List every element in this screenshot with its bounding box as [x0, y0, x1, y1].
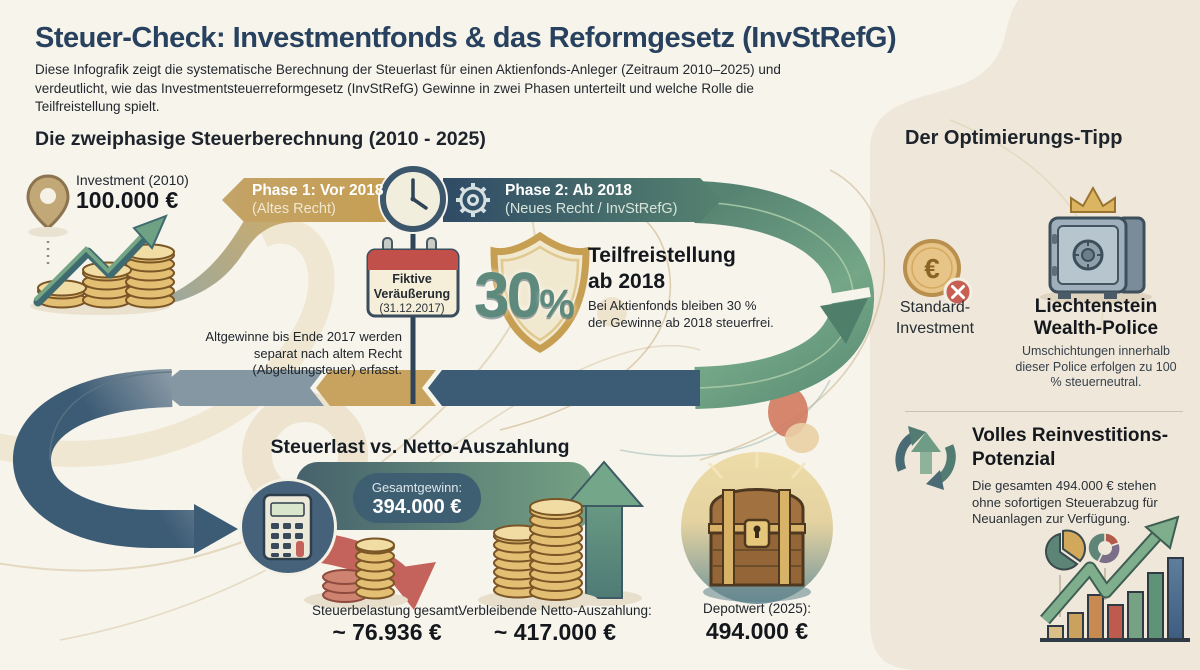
calculator-icon	[239, 478, 337, 576]
depot-label: Depotwert (2025):	[702, 601, 812, 616]
treasure-chest-icon	[681, 452, 833, 604]
standard-line2: Investment	[895, 320, 975, 337]
gear-icon	[456, 183, 490, 217]
ribbon-gap	[821, 287, 871, 305]
net-value: ~ 417.000 €	[493, 619, 617, 645]
section-title-payout: Steuerlast vs. Netto-Auszahlung	[270, 436, 570, 458]
reinvest-title: Volles Reinvestitions- Potenzial	[972, 424, 1168, 472]
donut-chart-icon	[1087, 532, 1121, 565]
intro-paragraph: Diese Infografik zeigt die systematische…	[35, 62, 781, 114]
police-body: Umschichtungen innerhalb dieser Police e…	[1015, 344, 1177, 389]
euro-coin-icon: €	[903, 239, 973, 307]
relief-title-line2: ab 2018	[588, 270, 666, 293]
standard-investment-label: Standard- Investment	[868, 297, 1002, 339]
depot-value: 494.000 €	[705, 618, 809, 644]
phase2-title: Phase 2: Ab 2018	[505, 182, 632, 199]
phase2-banner	[443, 178, 722, 222]
calendar-line1: Fiktive	[392, 272, 432, 286]
zigzag-arrow-icon	[33, 214, 168, 307]
net-up-arrow-icon	[563, 460, 645, 507]
badge-number: 30	[474, 259, 542, 331]
clock-icon	[378, 164, 448, 234]
reinvest-title-line2: Potenzial	[972, 449, 1056, 470]
tax-value: ~ 76.936 €	[332, 619, 442, 645]
trend-arrowhead-icon	[1143, 515, 1180, 550]
investment-amount: 100.000 €	[76, 187, 179, 213]
teilfreistellung-badge: 30%	[474, 258, 604, 332]
tax-label: Steuerbelastung gesamt:	[311, 603, 463, 618]
right-arrowhead-icon	[194, 504, 238, 554]
phase1-title: Phase 1: Vor 2018	[252, 182, 384, 199]
phase2-subtitle: (Neues Recht / InvStRefG)	[505, 201, 678, 217]
gesamtgewinn-label: Gesamtgewinn:	[371, 480, 463, 495]
return-band	[158, 370, 700, 406]
crown-icon	[1070, 185, 1116, 213]
old-gains-note: Altgewinne bis Ende 2017 werden separat …	[205, 329, 402, 377]
euro-symbol: €	[924, 253, 940, 284]
phase1-subtitle: (Altes Recht)	[252, 201, 336, 217]
reinvest-body: Die gesamten 494.000 € stehen ohne sofor…	[972, 478, 1158, 526]
u-turn-ribbon	[13, 369, 238, 554]
sidebar-panel	[870, 0, 1200, 670]
investment-label: Investment (2010)	[76, 172, 189, 188]
tax-down-arrow-icon	[382, 562, 436, 610]
phase1-banner	[222, 178, 392, 222]
section-title-calculation: Die zweiphasige Steuerberechnung (2010 -…	[35, 128, 486, 150]
reinvest-cycle-icon	[895, 426, 956, 490]
safe-icon	[1040, 216, 1152, 304]
police-title: Liechtenstein Wealth-Police	[1008, 296, 1184, 340]
badge-percent: %	[539, 282, 575, 326]
phase2-flow-ribbon	[694, 181, 874, 409]
sidebar-title: Der Optimierungs-Tipp	[905, 127, 1123, 149]
tax-coins-icon	[322, 537, 395, 603]
gesamtgewinn-pill	[353, 473, 481, 523]
net-label: Verbleibende Netto-Auszahlung:	[458, 603, 652, 618]
police-title-line2: Wealth-Police	[1033, 318, 1159, 339]
calendar-line2: Veräußerung	[373, 286, 451, 301]
growth-coins-icon	[30, 243, 175, 315]
calendar-line3: (31.12.2017)	[379, 303, 445, 315]
calendar-icon	[366, 237, 460, 318]
reinvest-title-line1: Volles Reinvestitions-	[972, 425, 1169, 446]
net-coins-icon	[493, 498, 583, 601]
sidebar-divider	[905, 411, 1183, 412]
police-title-line1: Liechtenstein	[1034, 296, 1158, 317]
mini-chart-illustration	[1040, 515, 1190, 642]
calendar-label: Fiktive Veräußerung (31.12.2017)	[368, 272, 456, 317]
relief-title-line1: Teilfreistellung	[588, 244, 736, 267]
map-pin-icon	[26, 174, 70, 268]
page-title: Steuer-Check: Investmentfonds & das Refo…	[35, 22, 897, 54]
down-arrowhead-icon	[820, 298, 868, 344]
pie-chart-icon	[1045, 529, 1086, 571]
gesamtgewinn-value: 394.000 €	[372, 496, 462, 518]
standard-line1: Standard-	[899, 299, 971, 316]
relief-body: Bei Aktienfonds bleiben 30 % der Gewinne…	[588, 298, 774, 330]
shield-icon	[490, 231, 590, 354]
